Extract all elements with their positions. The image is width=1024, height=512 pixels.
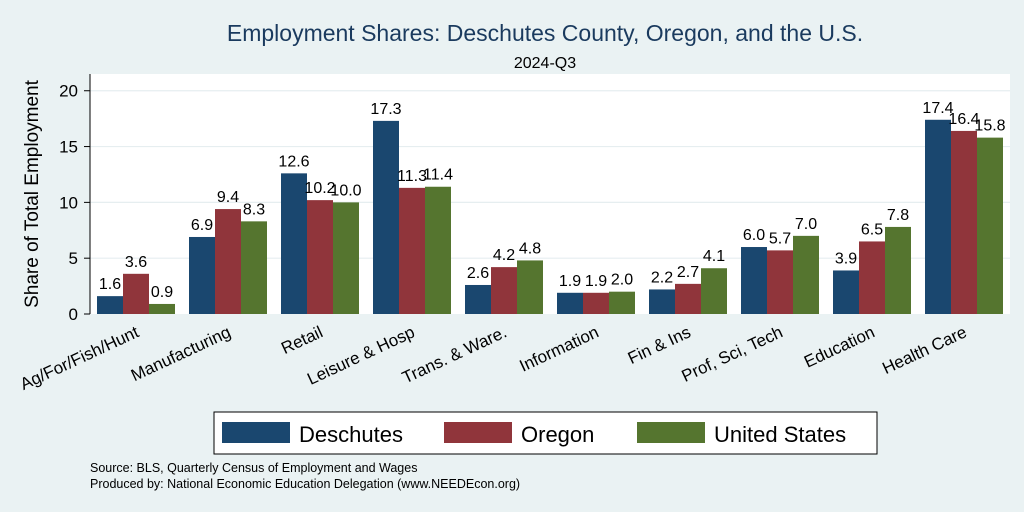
bar-oregon-retail [307,200,333,314]
chart-title: Employment Shares: Deschutes County, Ore… [227,20,863,46]
data-label: 10.0 [330,182,361,199]
bar-oregon-ag-for-fish-hunt [123,273,149,314]
bar-united-states-ag-for-fish-hunt [149,303,175,314]
bar-deschutes-health-care [925,119,951,314]
data-label: 3.6 [125,254,147,271]
y-ticks: 0 5 10 15 20 [59,82,90,324]
bar-united-states-trans-ware [517,260,543,314]
bar-deschutes-manufacturing [189,236,215,314]
source-note: Source: BLS, Quarterly Census of Employm… [90,461,417,475]
data-label: 2.0 [611,272,633,289]
data-label: 5.7 [769,230,791,247]
bar-oregon-education [859,241,885,314]
data-label: 8.3 [243,201,265,218]
data-label: 11.3 [397,168,427,185]
data-label: 17.4 [922,100,953,117]
data-label: 9.4 [217,189,239,206]
bar-oregon-fin-ins [675,283,701,314]
data-label: 1.9 [559,273,581,290]
bars [97,119,1003,314]
bar-deschutes-fin-ins [649,289,675,314]
bar-united-states-leisure-hosp [425,186,451,314]
legend-swatch-united-states [637,422,705,443]
bar-united-states-health-care [977,137,1003,314]
data-label: 3.9 [835,250,857,267]
bar-deschutes-leisure-hosp [373,120,399,314]
bar-deschutes-ag-for-fish-hunt [97,296,123,314]
legend-box [213,411,878,455]
data-label: 7.0 [795,216,817,233]
data-label: 15.8 [974,118,1005,135]
legend: Deschutes Oregon United States [213,411,878,455]
data-label: 10.2 [304,180,335,197]
y-axis-label: Share of Total Employment [22,79,43,307]
bar-oregon-prof-sci-tech [767,250,793,314]
data-label: 1.6 [99,276,121,293]
data-label: 6.0 [743,227,765,244]
bar-oregon-information [583,292,609,314]
bar-oregon-health-care [951,130,977,314]
data-label: 2.2 [651,269,673,286]
legend-label-deschutes: Deschutes [299,422,403,447]
bar-united-states-retail [333,202,359,314]
data-label: 4.2 [493,247,515,264]
bar-oregon-leisure-hosp [399,187,425,314]
bar-oregon-trans-ware [491,267,517,314]
y-tick-label: 15 [59,138,78,157]
data-label: 2.6 [467,265,489,282]
legend-label-united-states: United States [714,422,846,447]
bar-oregon-manufacturing [215,209,241,314]
bar-deschutes-education [833,270,859,314]
data-label: 16.4 [948,111,979,128]
data-label: 4.8 [519,240,541,257]
bar-united-states-information [609,291,635,314]
y-tick-label: 0 [69,305,78,324]
data-label: 11.4 [423,167,453,184]
data-label: 6.9 [191,217,213,234]
bar-united-states-manufacturing [241,221,267,314]
legend-swatch-deschutes [222,422,290,443]
bar-united-states-fin-ins [701,268,727,314]
y-tick-label: 5 [69,249,78,268]
legend-label-oregon: Oregon [521,422,594,447]
data-labels: 1.6 6.9 12.6 17.3 2.6 1.9 2.2 6.0 3.9 17.4 3.6 9.4 1… [99,100,1006,301]
bar-united-states-education [885,226,911,314]
data-label: 0.9 [151,284,173,301]
y-tick-label: 20 [59,82,78,101]
legend-swatch-oregon [444,422,512,443]
data-label: 17.3 [370,101,401,118]
data-label: 1.9 [585,273,607,290]
bar-deschutes-prof-sci-tech [741,247,767,314]
data-label: 6.5 [861,221,883,238]
bar-deschutes-trans-ware [465,284,491,314]
data-label: 2.7 [677,264,699,281]
chart-subtitle: 2024-Q3 [514,55,576,72]
bar-deschutes-retail [281,173,307,314]
producer-note: Produced by: National Economic Education… [90,477,520,491]
bar-deschutes-information [557,292,583,314]
data-label: 12.6 [278,153,309,170]
bar-united-states-prof-sci-tech [793,235,819,314]
y-tick-label: 10 [59,193,78,212]
data-label: 4.1 [703,248,725,265]
data-label: 7.8 [887,207,909,224]
